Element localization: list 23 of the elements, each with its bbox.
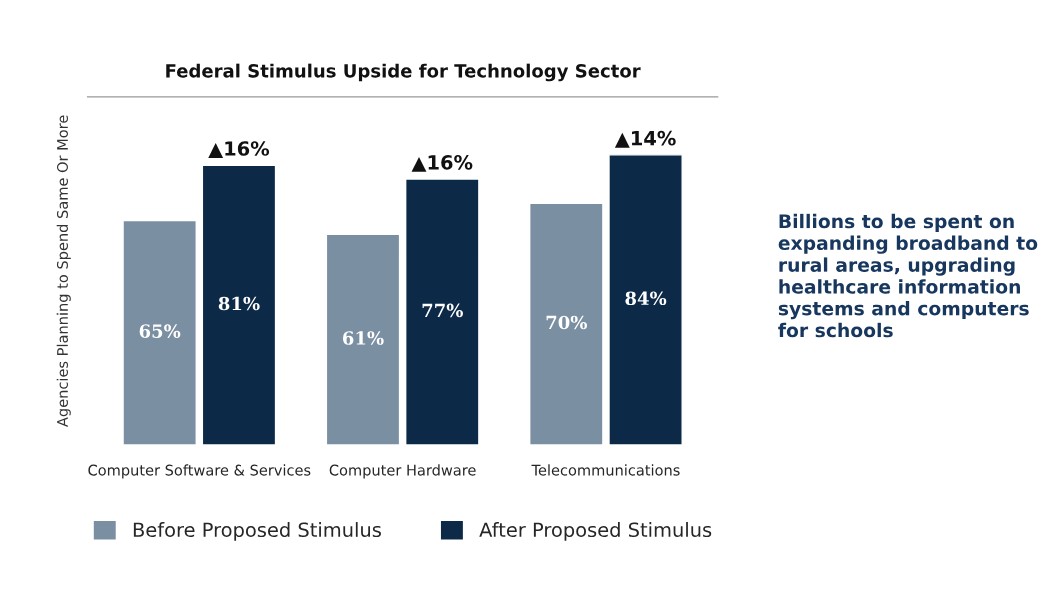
annotation: ▲14% <box>614 130 676 148</box>
data-label: 65% <box>139 324 181 338</box>
chart-title: Federal Stimulus Upside for Technology Sector <box>166 63 641 82</box>
x-tick-label: Telecommunications <box>531 464 680 476</box>
bar <box>325 233 401 445</box>
data-label: 61% <box>342 331 384 345</box>
data-label: 84% <box>625 291 667 306</box>
bar <box>122 219 197 445</box>
data-label: 77% <box>422 303 463 318</box>
bar <box>608 154 683 445</box>
data-label: 70% <box>546 315 587 330</box>
text: Billions to be spent on expanding broadband to rural areas, upgrading healthcare information systems and computers for schools <box>778 213 1038 338</box>
annotation: ▲16% <box>411 154 473 172</box>
legend-label: Before Proposed Stimulus <box>133 522 381 541</box>
y-axis-title: Agencies Planning to Spend Same Or More <box>56 115 71 427</box>
data-label: 81% <box>218 296 260 311</box>
legend-label: After Proposed Stimulus <box>479 522 712 541</box>
bar <box>529 202 604 445</box>
x-tick-label: Computer Hardware <box>329 464 476 479</box>
annotation: ▲16% <box>208 141 270 158</box>
bar <box>201 164 277 445</box>
bar <box>404 178 480 445</box>
x-tick-label: Computer Software & Services <box>88 464 311 479</box>
